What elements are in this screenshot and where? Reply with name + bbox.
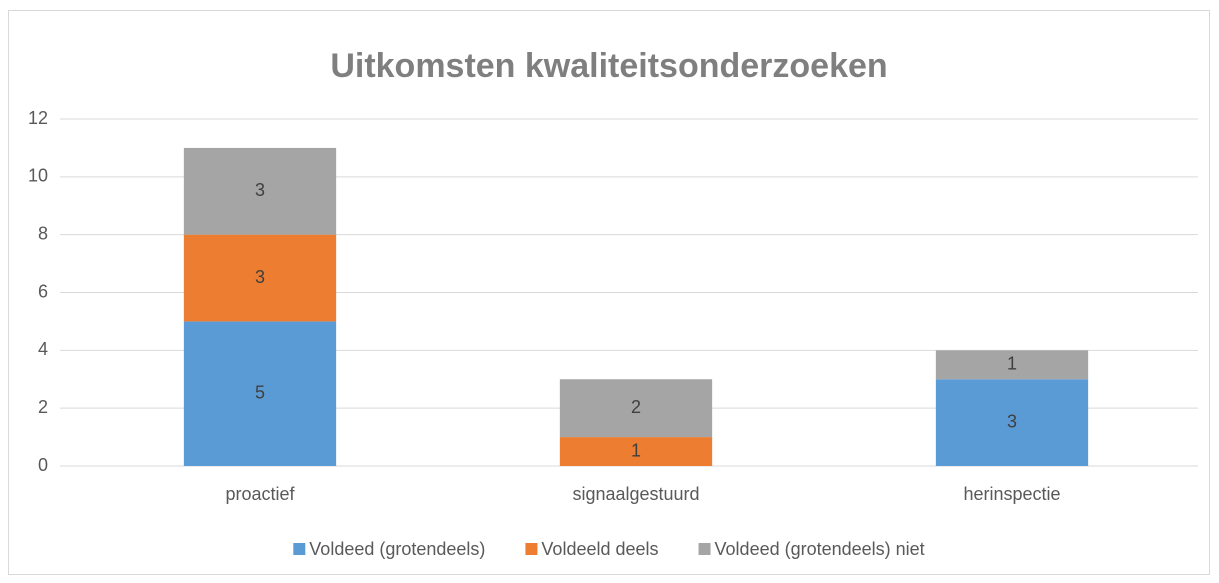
legend-label: Voldeeld deels (541, 539, 658, 559)
data-label: 3 (255, 180, 265, 200)
legend-swatch (698, 543, 711, 555)
x-tick-label: herinspectie (963, 484, 1060, 504)
bar-segment (559, 437, 713, 466)
legend-swatch (525, 543, 538, 555)
data-label: 2 (631, 397, 641, 417)
bar-segment (935, 379, 1089, 466)
y-tick-label: 12 (28, 108, 48, 128)
y-tick-label: 6 (38, 281, 48, 301)
data-label: 3 (1007, 411, 1017, 431)
y-tick-label: 2 (38, 397, 48, 417)
bar-segment (183, 147, 337, 235)
data-label: 5 (255, 382, 265, 402)
y-tick-label: 0 (38, 455, 48, 475)
y-tick-label: 8 (38, 223, 48, 243)
x-tick-label: signaalgestuurd (572, 484, 699, 504)
data-label: 1 (1007, 354, 1017, 374)
bar-segment (183, 321, 337, 466)
x-tick-label: proactief (225, 484, 295, 504)
legend-swatch (293, 543, 306, 555)
bar-segment (183, 234, 337, 322)
legend-label: Voldeed (grotendeels) (309, 539, 485, 559)
chart-title: Uitkomsten kwaliteitsonderzoeken (330, 47, 887, 85)
data-label: 1 (631, 440, 641, 460)
y-tick-label: 4 (38, 339, 48, 359)
bar-segment (935, 350, 1089, 380)
bar-segment (559, 379, 713, 438)
y-tick-label: 10 (28, 166, 48, 186)
legend-label: Voldeed (grotendeels) niet (715, 539, 925, 559)
data-label: 3 (255, 267, 265, 287)
